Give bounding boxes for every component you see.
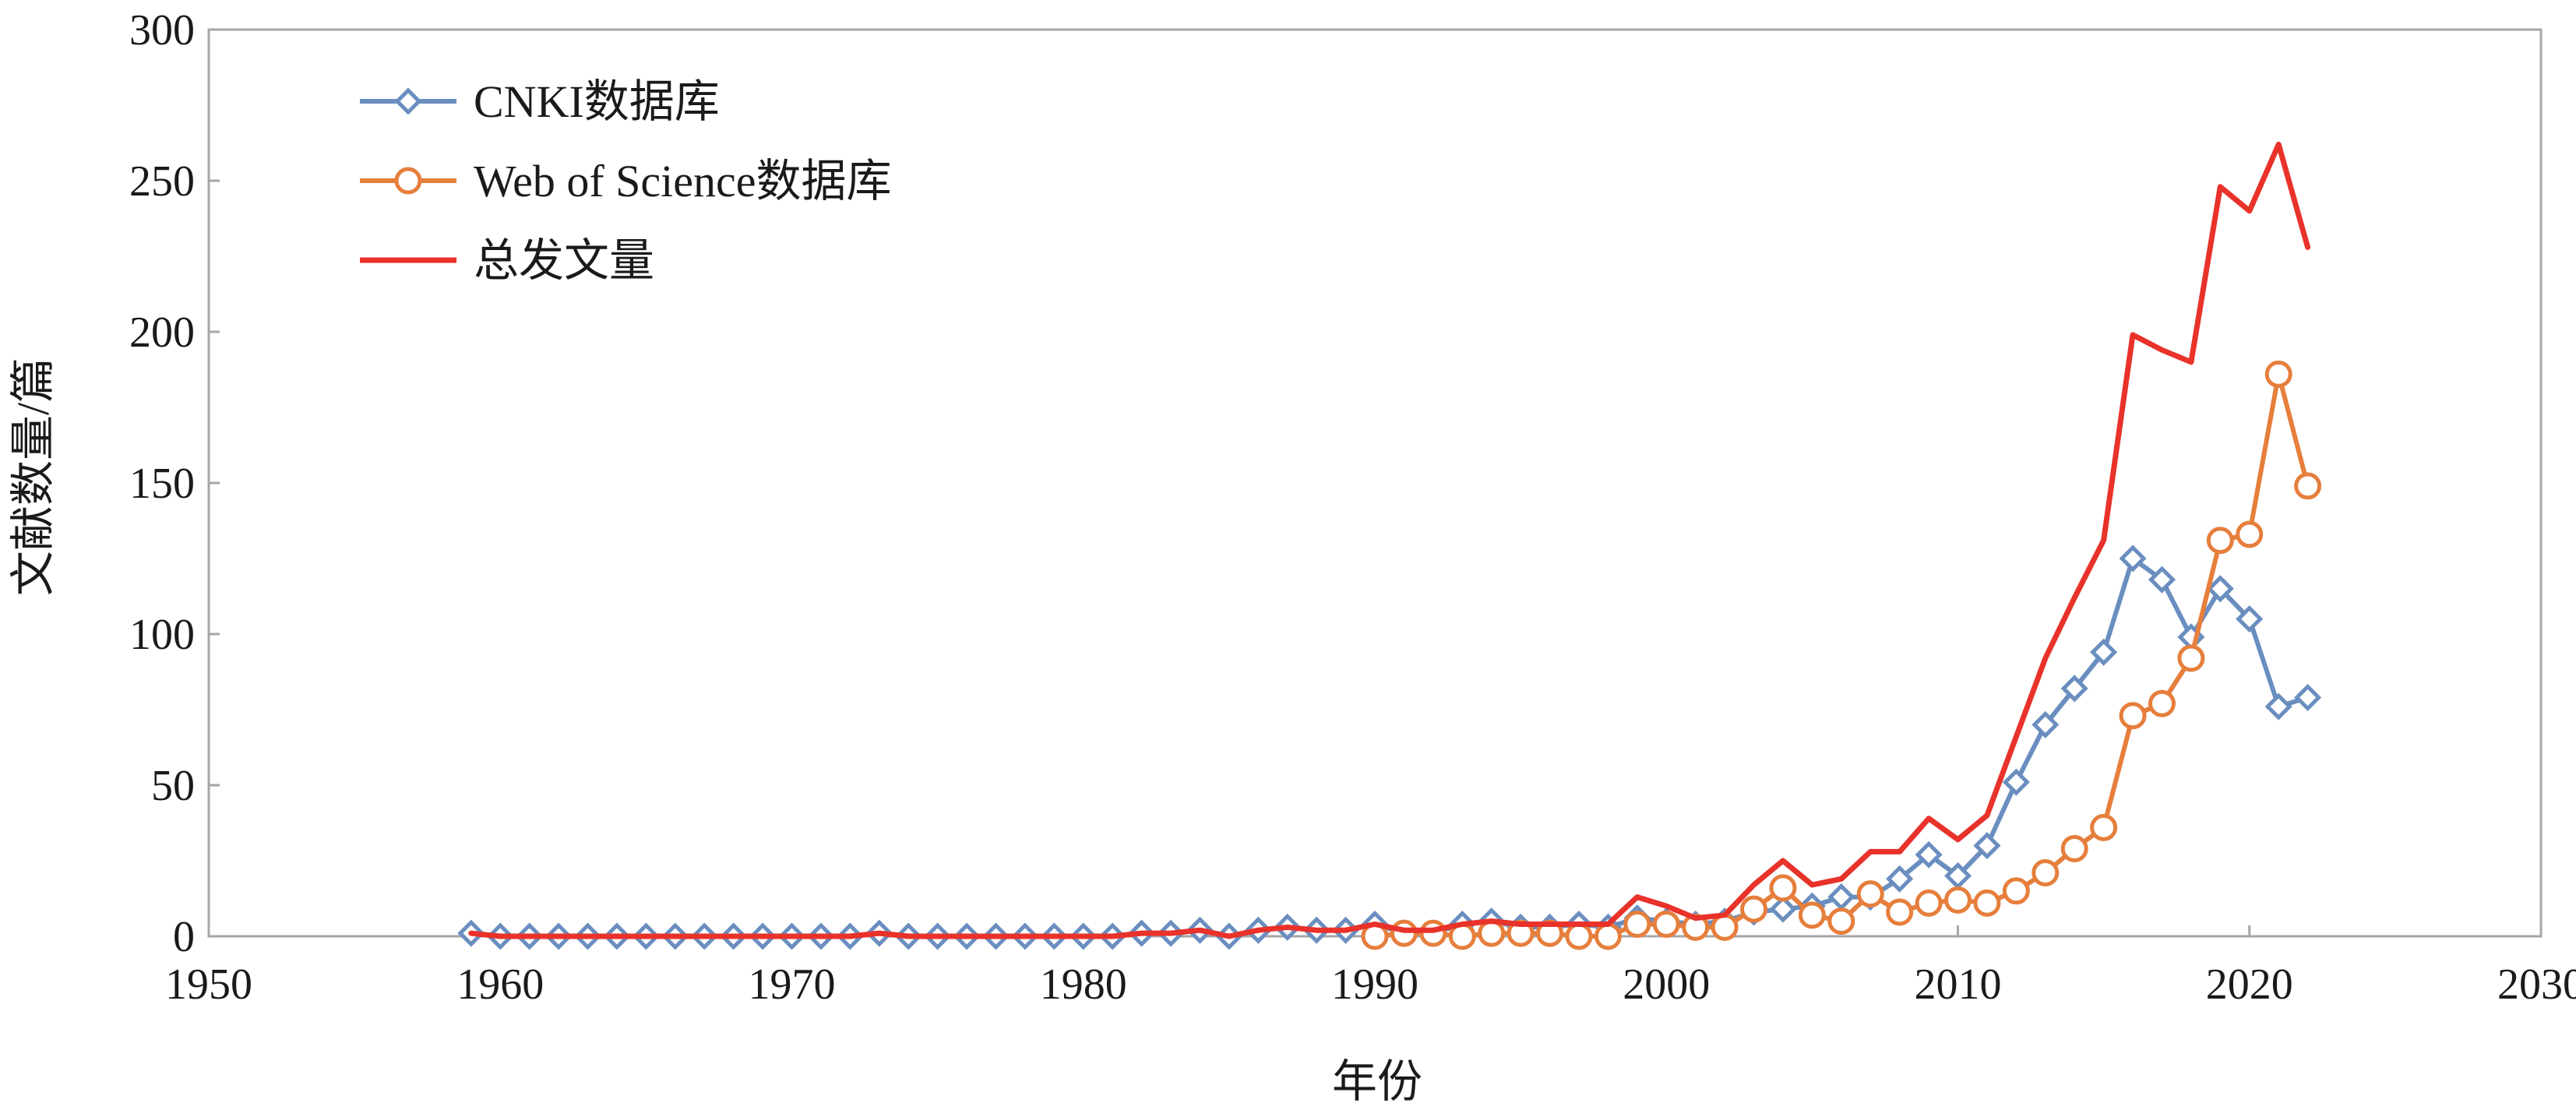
- data-point: [1594, 922, 1622, 950]
- data-point: [2148, 566, 2176, 594]
- y-tick-label: 150: [129, 460, 195, 508]
- data-point: [1769, 874, 1797, 902]
- legend-label: CNKI数据库: [474, 76, 720, 127]
- data-point: [2236, 520, 2264, 548]
- x-axis-title: 年份: [1332, 1056, 1422, 1107]
- data-point: [1390, 919, 1418, 947]
- data-point: [1886, 898, 1914, 926]
- data-point: [394, 87, 422, 115]
- data-point: [2206, 575, 2234, 603]
- series-layer: [457, 141, 2322, 950]
- data-point: [1973, 832, 2001, 860]
- x-tick-label: 2020: [2206, 960, 2293, 1009]
- data-point: [2060, 675, 2088, 703]
- y-tick-label: 200: [129, 308, 195, 357]
- y-tick-label: 100: [129, 611, 195, 659]
- series-line: [468, 141, 2311, 939]
- data-point: [1915, 889, 1943, 917]
- legend-item: CNKI数据库: [360, 76, 720, 127]
- series-3: [468, 141, 2311, 939]
- data-point: [1740, 895, 1768, 923]
- data-point: [1856, 880, 1884, 908]
- x-tick-label: 2010: [1915, 960, 2002, 1009]
- data-point: [1419, 919, 1447, 947]
- data-point: [2119, 544, 2147, 573]
- data-point: [2294, 683, 2322, 712]
- data-point: [2294, 472, 2322, 500]
- data-point: [2060, 834, 2088, 862]
- data-point: [2032, 710, 2060, 738]
- x-tick-label: 1970: [749, 960, 836, 1009]
- data-point: [2002, 877, 2030, 905]
- y-tick-label: 50: [151, 762, 195, 810]
- data-point: [1944, 886, 1972, 914]
- data-point: [2119, 702, 2147, 730]
- data-point: [1886, 865, 1914, 893]
- data-point: [1827, 907, 1855, 936]
- y-tick-label: 250: [129, 157, 195, 206]
- y-tick-label: 300: [129, 6, 195, 55]
- data-point: [1798, 901, 1826, 929]
- data-point: [2264, 360, 2292, 388]
- data-point: [2177, 644, 2205, 672]
- data-point: [2002, 768, 2030, 796]
- data-point: [2206, 527, 2234, 555]
- legend-item: 总发文量: [360, 235, 654, 286]
- data-point: [1915, 840, 1943, 869]
- data-point: [2148, 689, 2176, 717]
- x-tick-label: 2000: [1623, 960, 1710, 1009]
- data-point: [1769, 895, 1797, 923]
- legend-item: Web of Science数据库: [360, 156, 892, 206]
- data-point: [2264, 692, 2292, 721]
- legend-label: 总发文量: [474, 235, 654, 286]
- x-axis-ticks: 1950 1960 1970 1980 1990 2000 2010 2020 2030: [165, 925, 2576, 1009]
- x-tick-label: 2030: [2497, 960, 2576, 1009]
- data-point: [1652, 910, 1680, 938]
- data-point: [1973, 889, 2001, 917]
- data-point: [394, 167, 422, 195]
- data-point: [2090, 638, 2118, 666]
- data-point: [1478, 919, 1506, 947]
- data-point: [1565, 922, 1593, 950]
- data-point: [1623, 910, 1651, 938]
- y-axis-ticks: 0 50 100 150 200 250 300: [129, 6, 220, 961]
- data-point: [2032, 859, 2060, 887]
- x-tick-label: 1950: [165, 960, 252, 1009]
- series-line: [1373, 372, 2310, 939]
- series-1: [457, 544, 2322, 950]
- y-axis-title: 文献数量/篇: [8, 358, 58, 596]
- legend-label: Web of Science数据库: [474, 156, 892, 206]
- x-tick-label: 1980: [1040, 960, 1127, 1009]
- series-2: [1361, 360, 2322, 950]
- data-point: [1827, 883, 1855, 911]
- y-tick-label: 0: [173, 913, 195, 961]
- data-point: [2090, 813, 2118, 841]
- data-point: [1711, 913, 1739, 941]
- data-point: [2236, 605, 2264, 633]
- x-tick-label: 1990: [1331, 960, 1418, 1009]
- x-tick-label: 1960: [456, 960, 544, 1009]
